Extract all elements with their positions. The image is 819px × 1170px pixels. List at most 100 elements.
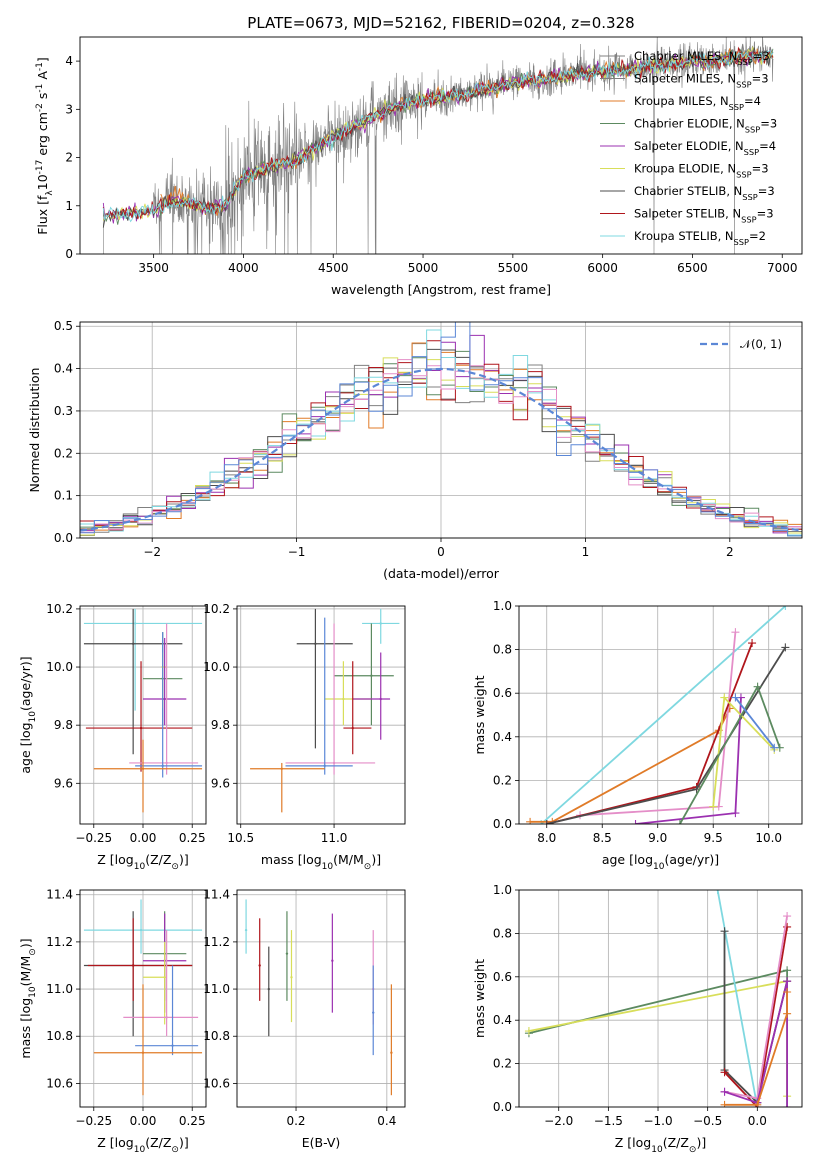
y-tick-label: 0.5	[54, 319, 73, 333]
y-axis-label: mass weight	[472, 959, 487, 1038]
data-point	[163, 697, 166, 701]
x-tick-label: 0.2	[286, 1114, 305, 1128]
weight-marker	[675, 820, 684, 824]
legend-entry: Salpeter MILES, NSSP=3	[634, 72, 769, 90]
residuals-plot	[80, 322, 802, 537]
y-tick-label: 0.0	[493, 1100, 512, 1114]
data-point	[165, 761, 168, 765]
x-tick-label: 11.0	[321, 831, 348, 845]
legend-entry: Kroupa STELIB, NSSP=2	[634, 229, 766, 247]
axes-frame	[518, 889, 803, 1108]
spectrum-plot	[102, 37, 774, 254]
axes-frame	[79, 321, 803, 539]
model-kroupa-stelib	[102, 49, 774, 223]
x-tick-label: 0.0	[748, 1114, 767, 1128]
y-tick-label: 4	[65, 54, 73, 68]
data-point	[131, 642, 135, 645]
weight-line	[540, 606, 786, 824]
x-axis-label: mass [log10(M/M⊙)]	[261, 852, 381, 872]
data-point	[163, 976, 166, 979]
weight-marker	[753, 682, 762, 691]
data-point	[323, 764, 326, 768]
y-tick-label: 10.0	[203, 660, 230, 674]
weight-marker	[720, 927, 729, 936]
y-tick-label: 0.2	[54, 446, 73, 460]
x-tick-label: −1.0	[643, 1114, 672, 1128]
data-point	[372, 1011, 375, 1014]
data-point	[290, 976, 293, 979]
weight-line	[734, 697, 776, 749]
y-tick-label: 0.0	[54, 531, 73, 545]
y-tick-label: 11.4	[203, 888, 230, 902]
x-tick-label: 10.5	[227, 831, 254, 845]
y-tick-label: 10.6	[203, 1076, 230, 1090]
histogram-blueish	[80, 322, 802, 537]
y-tick-label: 0	[65, 247, 73, 261]
weight-marker	[731, 809, 740, 818]
weight-line	[724, 980, 788, 1107]
data-spectrum	[103, 37, 774, 254]
x-tick-label: 0	[437, 545, 445, 559]
x-tick-label: 0.4	[377, 1114, 396, 1128]
y-axis-label: mass [log10(M/M⊙)]	[18, 938, 38, 1058]
weight-line	[724, 992, 788, 1106]
y-tick-label: 10.2	[46, 602, 73, 616]
data-point	[370, 674, 373, 677]
weight-marker	[781, 606, 790, 610]
weight-vs-age-axes: 8.0 8.5 9.0 9.5 10.0 0.0 0.2 0.4 0.6 0.8 1.0	[493, 599, 803, 845]
x-tick-label: 9.5	[704, 831, 723, 845]
mass-vs-z-axes: −0.25 0.00 0.25 10.6 10.8 11.0 11.2 11.4	[46, 888, 207, 1128]
data-point	[285, 952, 289, 955]
data-point	[332, 761, 336, 765]
axes-frame	[79, 605, 207, 825]
x-tick-label: 9.0	[648, 831, 667, 845]
x-tick-label: 1	[582, 545, 590, 559]
x-axis-label: Z [log10(Z/Z⊙)]	[97, 852, 188, 872]
y-tick-label: 9.6	[211, 776, 230, 790]
weight-marker	[783, 977, 792, 986]
y-tick-label: 11.2	[46, 935, 73, 949]
y-tick-label: 9.6	[54, 776, 73, 790]
data-point	[351, 726, 354, 730]
x-tick-label: 0.25	[179, 1114, 206, 1128]
y-tick-label: 1	[65, 199, 73, 213]
y-tick-label: 0.1	[54, 489, 73, 503]
data-point	[267, 987, 270, 991]
y-axis-label: Normed distribution	[27, 368, 42, 493]
data-point	[314, 642, 317, 645]
mass-vs-ebv-axes: 0.2 0.4 10.6 10.8 11.0 11.2 11.4	[203, 888, 406, 1128]
data-point	[280, 767, 283, 770]
data-point	[331, 959, 334, 962]
y-tick-label: 0.2	[493, 773, 512, 787]
y-tick-label: 0.2	[493, 1057, 512, 1071]
weight-line	[716, 890, 759, 1107]
legend-entry: Salpeter ELODIE, NSSP=4	[634, 139, 776, 157]
data-point	[131, 964, 135, 967]
data-point	[139, 726, 143, 730]
weight-marker	[720, 693, 729, 702]
data-point	[141, 1051, 145, 1054]
x-tick-label: 7000	[767, 261, 798, 275]
weight-marker	[748, 639, 757, 648]
y-tick-label: 0.4	[493, 730, 512, 744]
model-chabrier-stelib	[102, 47, 774, 228]
y-tick-label: 9.8	[54, 718, 73, 732]
x-tick-label: 0.25	[179, 831, 206, 845]
legend-entry: 𝒩(0, 1)	[740, 337, 782, 351]
age-vs-z-axes: −0.25 0.00 0.25 9.6 9.8 10.0 10.2	[46, 602, 207, 845]
legend-entry: Kroupa ELODIE, NSSP=3	[634, 162, 769, 180]
y-tick-label: 0.3	[54, 404, 73, 418]
weight-marker	[783, 1009, 792, 1018]
axes-frame	[518, 605, 803, 825]
x-axis-label: Z [log10(Z/Z⊙)]	[615, 1135, 706, 1155]
weight-marker	[720, 1068, 729, 1077]
data-point	[139, 928, 143, 932]
y-tick-label: 3	[65, 102, 73, 116]
age-vs-z-plot	[83, 608, 203, 813]
weight-vs-z-axes: −2.0 −1.5 −1.0 −0.5 0.0 0.0 0.2 0.4 0.6 0.8 1.0	[493, 883, 803, 1128]
data-point	[342, 697, 345, 701]
legend-entry: Kroupa MILES, NSSP=4	[634, 94, 761, 112]
x-tick-label: −2	[143, 545, 161, 559]
mass-vs-z-plot	[83, 899, 203, 1096]
